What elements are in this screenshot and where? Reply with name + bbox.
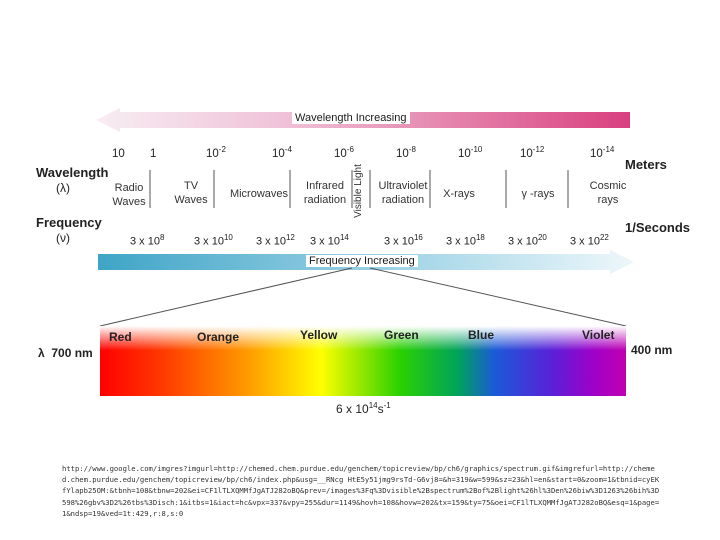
color-name: Orange — [197, 330, 240, 344]
band-label: Ultraviolet radiation — [378, 180, 428, 206]
wavelength-tick-base: 10 — [458, 147, 471, 160]
band-label: TV Waves — [174, 180, 208, 206]
frequency-tick: 3 x 1018 — [446, 233, 485, 248]
color-name: Yellow — [300, 328, 338, 342]
wavelength-tick: 10-6 — [334, 145, 354, 160]
wavelength-increasing-label: Wavelength Increasing — [292, 112, 410, 124]
frequency-symbol: (ν) — [56, 231, 70, 245]
frequency-tick: 3 x 108 — [130, 233, 164, 248]
wavelength-unit: Meters — [625, 157, 667, 172]
band-label: Infrared radiation — [303, 180, 347, 206]
frequency-title: Frequency — [36, 215, 102, 230]
frequency-tick-exp: 16 — [413, 233, 423, 242]
visible-zoom-lines — [99, 267, 627, 327]
band-label: Microwaves — [229, 188, 289, 200]
wavelength-tick-base: 10 — [520, 147, 533, 160]
wavelength-tick-base: 1 — [150, 147, 157, 160]
wavelength-tick: 10-8 — [396, 145, 416, 160]
frequency-tick-base: 3 x 10 — [130, 235, 160, 248]
wavelength-tick: 10-14 — [590, 145, 614, 160]
band-label: γ -rays — [521, 188, 555, 200]
frequency-tick-exp: 14 — [339, 233, 349, 242]
wavelength-tick-base: 10 — [590, 147, 603, 160]
frequency-tick-base: 3 x 10 — [194, 235, 224, 248]
frequency-tick-base: 3 x 10 — [310, 235, 340, 248]
wavelength-tick: 10-2 — [206, 145, 226, 160]
color-name: Violet — [582, 328, 615, 342]
wavelength-tick-exp: -4 — [284, 145, 292, 154]
color-name: Green — [384, 328, 419, 342]
spectrum-end-label: 400 nm — [631, 343, 673, 357]
frequency-tick-base: 3 x 10 — [446, 235, 476, 248]
frequency-tick-exp: 20 — [537, 233, 547, 242]
wavelength-tick-base: 10 — [112, 147, 125, 160]
wavelength-tick-exp: -10 — [470, 145, 483, 154]
spectrum-start-label: λ 700 nm — [38, 346, 93, 360]
peak-exp: 14 — [368, 401, 378, 410]
peak-frequency-label: 6 x 1014s-1 — [336, 401, 391, 416]
frequency-tick: 3 x 1016 — [384, 233, 423, 248]
peak-suffix: s — [377, 402, 384, 416]
frequency-tick-base: 3 x 10 — [384, 235, 414, 248]
peak-suffix-exp: -1 — [383, 401, 391, 410]
color-name: Red — [109, 330, 132, 344]
wavelength-tick-base: 10 — [272, 147, 285, 160]
wavelength-tick-exp: -8 — [408, 145, 416, 154]
frequency-tick: 3 x 1022 — [570, 233, 609, 248]
frequency-tick-base: 3 x 10 — [256, 235, 286, 248]
wavelength-tick-exp: -14 — [602, 145, 615, 154]
band-divider-lines — [149, 170, 569, 208]
wavelength-tick-exp: -2 — [218, 145, 226, 154]
wavelength-tick-exp: -12 — [532, 145, 545, 154]
frequency-increasing-label: Frequency Increasing — [306, 255, 418, 267]
wavelength-tick: 1 — [150, 145, 156, 160]
frequency-tick-base: 3 x 10 — [508, 235, 538, 248]
frequency-tick-exp: 12 — [285, 233, 295, 242]
frequency-unit: 1/Seconds — [625, 220, 691, 235]
frequency-tick-exp: 10 — [223, 233, 233, 242]
frequency-tick: 3 x 1010 — [194, 233, 233, 248]
frequency-tick-exp: 8 — [159, 233, 165, 242]
wavelength-symbol: (λ) — [56, 181, 70, 195]
wavelength-tick: 10-10 — [458, 145, 482, 160]
color-name: Blue — [468, 328, 495, 342]
wavelength-tick-base: 10 — [334, 147, 347, 160]
peak-base: 6 x 10 — [336, 402, 369, 416]
frequency-tick: 3 x 1012 — [256, 233, 295, 248]
band-label: Radio Waves — [112, 182, 146, 208]
wavelength-tick-base: 10 — [396, 147, 409, 160]
frequency-tick: 3 x 1014 — [310, 233, 349, 248]
wavelength-tick: 10 — [112, 145, 125, 160]
wavelength-tick-base: 10 — [206, 147, 219, 160]
visible-spectrum-bar — [100, 326, 626, 396]
band-label: X-rays — [443, 188, 475, 200]
wavelength-title: Wavelength — [36, 165, 109, 180]
wavelength-tick-exp: -6 — [346, 145, 354, 154]
frequency-tick-base: 3 x 10 — [570, 235, 600, 248]
source-url: http://www.google.com/imgres?imgurl=http… — [62, 464, 660, 518]
frequency-tick-exp: 22 — [599, 233, 609, 242]
band-label: Cosmic rays — [589, 180, 627, 206]
frequency-tick-exp: 18 — [475, 233, 485, 242]
wavelength-tick: 10-12 — [520, 145, 544, 160]
wavelength-tick: 10-4 — [272, 145, 292, 160]
frequency-tick: 3 x 1020 — [508, 233, 547, 248]
